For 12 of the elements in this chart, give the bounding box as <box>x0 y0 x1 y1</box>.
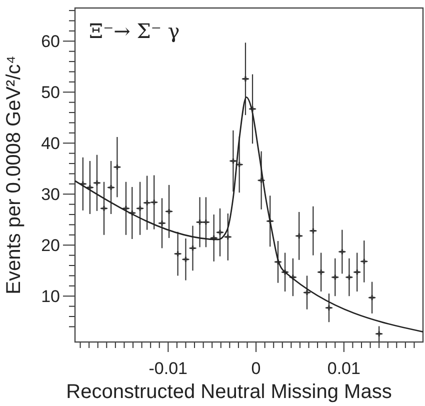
annotation: Ξ⁻→ Σ⁻ γ <box>89 19 180 43</box>
y-tick-label: 10 <box>41 287 60 306</box>
y-tick-label: 60 <box>41 32 60 52</box>
x-tick-label: 0.01 <box>327 359 360 378</box>
x-tick-label: 0 <box>251 359 261 378</box>
y-tick-label: 20 <box>41 236 60 256</box>
y-tick-label: 30 <box>41 185 60 204</box>
y-axis-title: Events per 0.0008 GeV²/c⁴ <box>3 56 25 294</box>
y-tick-label: 50 <box>41 83 60 102</box>
y-tick-label: 40 <box>41 134 60 154</box>
x-axis-title: Reconstructed Neutral Missing Mass <box>66 381 392 403</box>
x-tick-label: -0.01 <box>148 359 188 378</box>
